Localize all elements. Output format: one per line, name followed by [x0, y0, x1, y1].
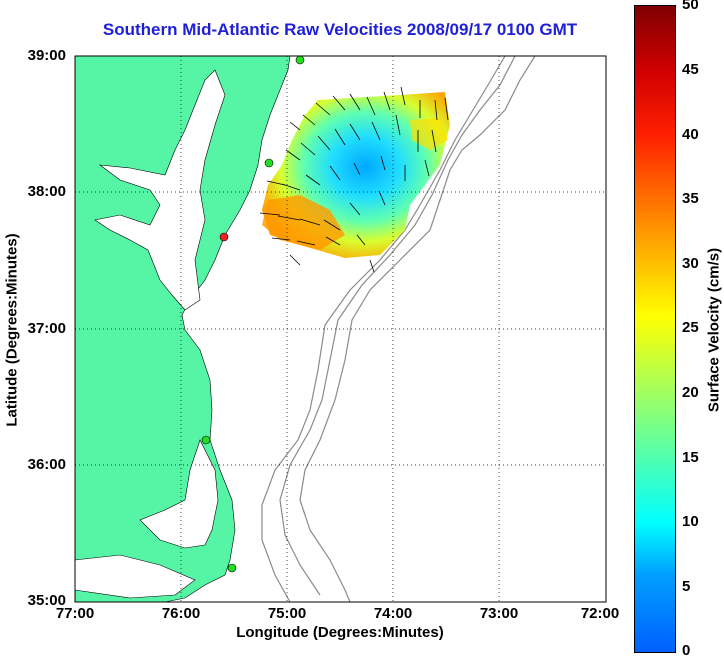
bathymetry-contours [261, 55, 536, 603]
station-marker [295, 55, 305, 65]
vector-arrow [285, 149, 301, 161]
vector-arrow [444, 97, 449, 121]
station-marker [219, 232, 229, 242]
contour-line [299, 55, 536, 603]
x-tick-label: 74:00 [373, 605, 413, 622]
x-tick-label: 77:00 [55, 605, 95, 622]
vector-arrow [380, 155, 386, 171]
station-marker [201, 435, 211, 445]
vector-arrow [329, 165, 341, 181]
colorbar [634, 5, 676, 653]
colorbar-tick: 30 [682, 255, 699, 272]
station-marker [227, 563, 237, 573]
vector-arrow [281, 183, 301, 191]
map-title: Southern Mid-Atlantic Raw Velocities 200… [102, 20, 578, 39]
vector-arrow [349, 93, 361, 111]
vector-arrow [366, 96, 376, 116]
vector-arrow [296, 240, 316, 246]
vector-arrow [334, 128, 346, 146]
vector-arrow [378, 190, 386, 206]
vector-arrow [400, 86, 406, 106]
vector-arrow [356, 234, 366, 246]
x-tick-label: 76:00 [161, 605, 201, 622]
velocity-hotspot [262, 195, 345, 250]
y-tick-label: 36:00 [27, 456, 66, 473]
x-axis-label: Longitude (Degrees:Minutes) [236, 624, 444, 641]
grid-lines [75, 56, 606, 602]
colorbar-tick: 10 [682, 513, 699, 530]
colorbar-tick: 15 [682, 449, 699, 466]
vector-arrow [431, 129, 437, 153]
vector-arrow [300, 142, 316, 156]
vector-arrow [302, 114, 316, 126]
colorbar-tick: 5 [682, 578, 691, 595]
colorbar-tick: 20 [682, 384, 699, 401]
vector-arrow [434, 99, 438, 121]
station-marker [264, 158, 274, 168]
colorbar-tick: 35 [682, 190, 699, 207]
vector-arrow [395, 114, 401, 136]
colorbar-tick: 40 [682, 126, 699, 143]
vector-arrow [259, 212, 281, 216]
vector-arrow [325, 236, 341, 246]
colorbar-label: Surface Velocity (cm/s) [705, 247, 723, 413]
velocity-arrows [259, 86, 449, 273]
x-tick-label: 73:00 [479, 605, 519, 622]
velocity-hotspot [410, 118, 448, 150]
vector-arrow [424, 159, 430, 177]
y-tick-label: 35:00 [27, 592, 66, 609]
stations [201, 55, 305, 573]
x-tick-label: 75:00 [267, 605, 307, 622]
colorbar-tick: 0 [682, 642, 691, 659]
vector-arrow [289, 254, 301, 266]
vector-arrow [353, 162, 361, 176]
y-tick-label: 38:00 [27, 183, 66, 200]
x-tick-label: 72:00 [580, 605, 620, 622]
albemarle-sound [139, 439, 219, 549]
colorbar-tick: 50 [682, 0, 699, 13]
vector-arrow [332, 95, 346, 111]
vector-arrow [369, 259, 375, 273]
vector-arrow [289, 121, 301, 131]
plot-frame [74, 55, 607, 603]
vector-arrow [277, 215, 301, 221]
chesapeake-bay [94, 69, 226, 311]
contour-line [279, 55, 516, 596]
vector-arrow [349, 123, 361, 141]
colorbar-tick: 25 [682, 319, 699, 336]
vector-arrow [323, 219, 341, 231]
vector-arrow [315, 102, 331, 116]
y-tick-label: 37:00 [27, 320, 66, 337]
pamlico-sound [74, 554, 196, 599]
vector-arrow [383, 91, 391, 111]
land-mass [74, 55, 291, 603]
vector-arrow [349, 202, 361, 216]
colorbar-tick: 45 [682, 61, 699, 78]
y-tick-label: 39:00 [27, 47, 66, 64]
contour-line [261, 55, 506, 603]
vector-arrow [305, 174, 321, 186]
vector-arrow [317, 135, 331, 151]
vector-arrow [271, 237, 291, 241]
y-axis-label: Latitude (Degrees:Minutes) [3, 233, 21, 427]
vector-arrow [299, 218, 321, 226]
vector-arrow [371, 121, 381, 141]
